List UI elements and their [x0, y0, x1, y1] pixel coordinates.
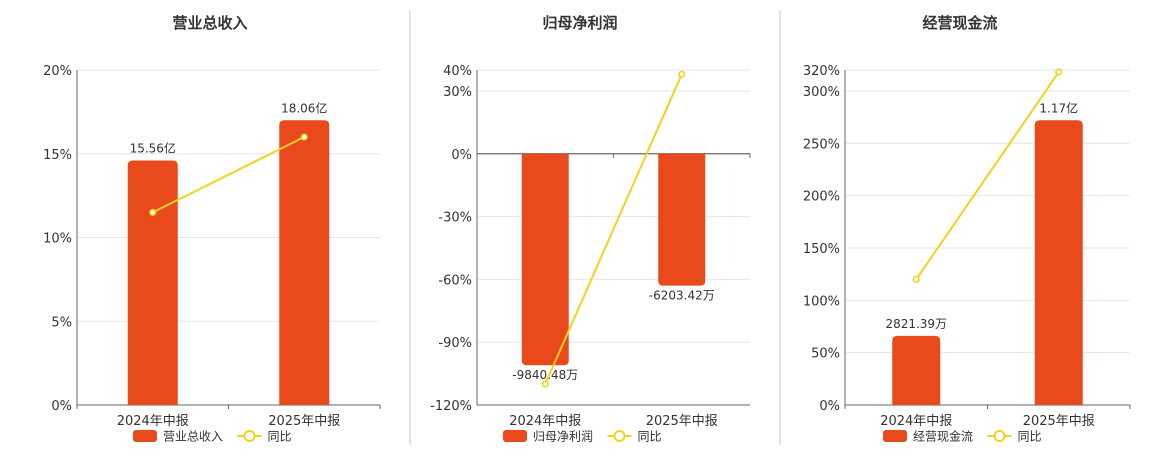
- bar: [521, 153, 569, 366]
- x-tick-label: 2024年中报: [117, 414, 189, 429]
- y-tick-label: 250%: [803, 137, 840, 152]
- y-tick-label: -120%: [430, 399, 472, 414]
- yoy-point: [1055, 68, 1063, 76]
- legend-bar-swatch: [503, 430, 527, 442]
- bar-data-label: 15.56亿: [130, 140, 176, 155]
- legend-label: 同比: [638, 430, 662, 444]
- legend-bar-swatch: [133, 430, 157, 442]
- bar-data-label: 1.17亿: [1039, 100, 1078, 115]
- y-tick-label: -90%: [438, 336, 472, 351]
- yoy-point: [149, 208, 157, 216]
- legend-label: 营业总收入: [163, 430, 223, 444]
- bar: [892, 335, 941, 405]
- yoy-point: [541, 380, 549, 388]
- x-tick-label: 2024年中报: [509, 414, 581, 429]
- yoy-point: [300, 133, 308, 141]
- y-tick-label: 100%: [803, 294, 840, 309]
- legend-line-marker: [993, 430, 1006, 442]
- legend-label: 经营现金流: [913, 429, 973, 444]
- x-tick-label: 2025年中报: [646, 414, 718, 429]
- bar: [279, 120, 330, 405]
- bar: [658, 153, 706, 286]
- y-tick-label: 20%: [43, 64, 72, 79]
- yoy-line: [152, 136, 305, 214]
- chart-title: 经营现金流: [922, 14, 997, 32]
- y-tick-label: 200%: [803, 190, 840, 205]
- y-tick-label: 15%: [43, 148, 72, 163]
- bar-data-label: -9840.48万: [512, 368, 578, 382]
- y-tick-label: 30%: [443, 85, 472, 100]
- chart-panel-3: 经营现金流 0% 50% 100% 150% 200% 250% 300% 320% 2821.3…: [803, 14, 1131, 444]
- y-tick-label: 320%: [803, 64, 840, 79]
- y-tick-label: -60%: [438, 273, 472, 288]
- y-tick-label: 0%: [451, 148, 472, 163]
- legend-label: 同比: [268, 430, 292, 444]
- bar-data-label: 18.06亿: [281, 100, 327, 115]
- legend-label: 归母净利润: [533, 430, 593, 444]
- legend-label: 同比: [1018, 430, 1042, 444]
- chart-title: 归母净利润: [542, 14, 617, 32]
- y-tick-label: 300%: [803, 85, 840, 100]
- x-tick-label: 2025年中报: [268, 414, 340, 429]
- bar-data-label: 2821.39万: [885, 317, 947, 331]
- legend-bar-swatch: [883, 430, 907, 442]
- chart-panel-1: 营业总收入 0% 5% 10% 15% 20% 15.56亿 18.06亿 2024年中报 202…: [43, 14, 381, 444]
- yoy-point: [912, 275, 920, 283]
- legend-line-marker: [243, 430, 256, 442]
- y-tick-label: 150%: [803, 242, 840, 257]
- yoy-line: [544, 73, 683, 385]
- x-tick-label: 2025年中报: [1023, 414, 1095, 429]
- yoy-point: [678, 70, 686, 78]
- bar: [127, 160, 178, 405]
- yoy-line: [915, 71, 1060, 280]
- y-tick-label: 10%: [43, 232, 72, 247]
- y-tick-label: 5%: [51, 315, 72, 330]
- chart-title: 营业总收入: [172, 14, 247, 32]
- x-tick-label: 2024年中报: [880, 414, 952, 429]
- legend-line-marker: [613, 430, 626, 442]
- bar: [1034, 120, 1083, 405]
- y-tick-label: 0%: [819, 399, 840, 414]
- chart-panel-2: 归母净利润 -120% -90% -60% -30% 0% 30% 40% -9840.48万 -…: [430, 14, 751, 444]
- y-tick-label: -30%: [438, 211, 472, 226]
- y-tick-label: 40%: [443, 64, 472, 79]
- y-tick-label: 50%: [811, 347, 840, 362]
- y-tick-label: 0%: [51, 399, 72, 414]
- bar-data-label: -6203.42万: [649, 289, 715, 303]
